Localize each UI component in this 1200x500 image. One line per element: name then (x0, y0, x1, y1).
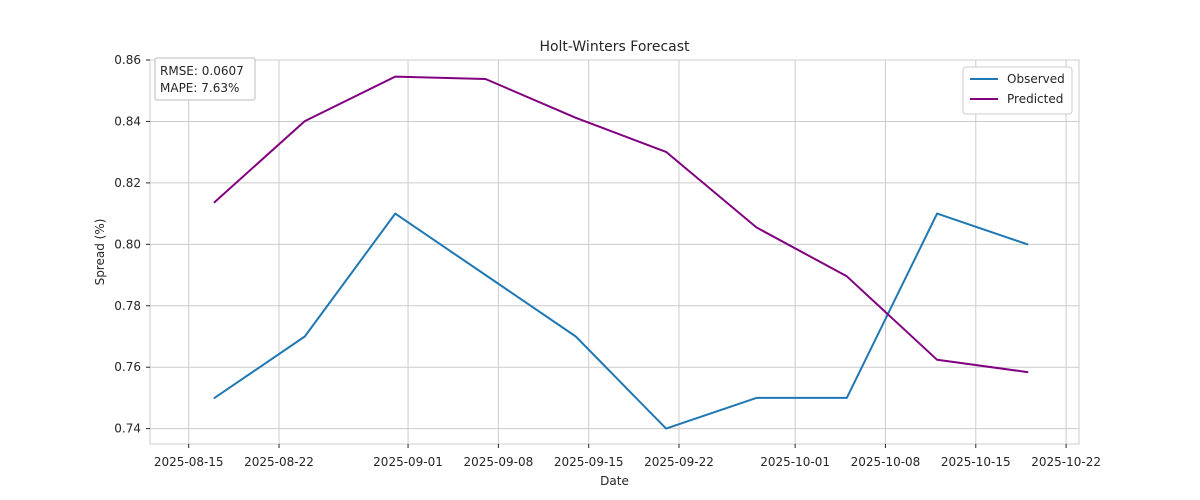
y-axis-title: Spread (%) (93, 219, 107, 286)
x-tick-label: 2025-09-22 (644, 455, 714, 469)
metrics-box: RMSE: 0.0607 MAPE: 7.63% (154, 57, 256, 101)
y-tick-label: 0.86 (114, 53, 141, 67)
x-tick-label: 2025-09-08 (464, 455, 534, 469)
mape-text: MAPE: 7.63% (160, 81, 239, 95)
chart-title: Holt-Winters Forecast (539, 39, 690, 55)
series-line-predicted (213, 75, 1029, 374)
legend-predicted-label: Predicted (1007, 92, 1063, 106)
x-tick-label: 2025-10-15 (941, 455, 1011, 469)
plot-frame (149, 59, 1080, 445)
y-tick-label: 0.84 (114, 114, 141, 128)
legend: Observed Predicted (962, 66, 1073, 115)
y-tick-label: 0.78 (114, 299, 141, 313)
grid (150, 59, 1079, 444)
x-tick-label: 2025-08-15 (154, 455, 224, 469)
y-tick-label: 0.74 (114, 422, 141, 436)
x-tick-label: 2025-10-01 (760, 455, 830, 469)
x-tick-label: 2025-09-01 (373, 455, 443, 469)
series-layer (213, 75, 1029, 430)
legend-observed-label: Observed (1007, 72, 1065, 86)
x-tick-label: 2025-09-15 (554, 455, 624, 469)
y-tick-label: 0.82 (114, 176, 141, 190)
x-tick-label: 2025-10-22 (1031, 455, 1101, 469)
y-tick-label: 0.76 (114, 360, 141, 374)
y-axis-ticks: 0.74 0.76 0.78 0.80 0.82 0.84 0.86 (114, 53, 150, 436)
y-tick-label: 0.80 (114, 237, 141, 251)
series-line-observed (213, 212, 1029, 430)
x-tick-label: 2025-08-22 (244, 455, 314, 469)
rmse-text: RMSE: 0.0607 (160, 64, 244, 78)
x-axis-ticks: 2025-08-15 2025-08-22 2025-09-01 2025-09-08… (154, 444, 1101, 469)
x-tick-label: 2025-10-08 (851, 455, 921, 469)
x-axis-title: Date (600, 474, 629, 488)
